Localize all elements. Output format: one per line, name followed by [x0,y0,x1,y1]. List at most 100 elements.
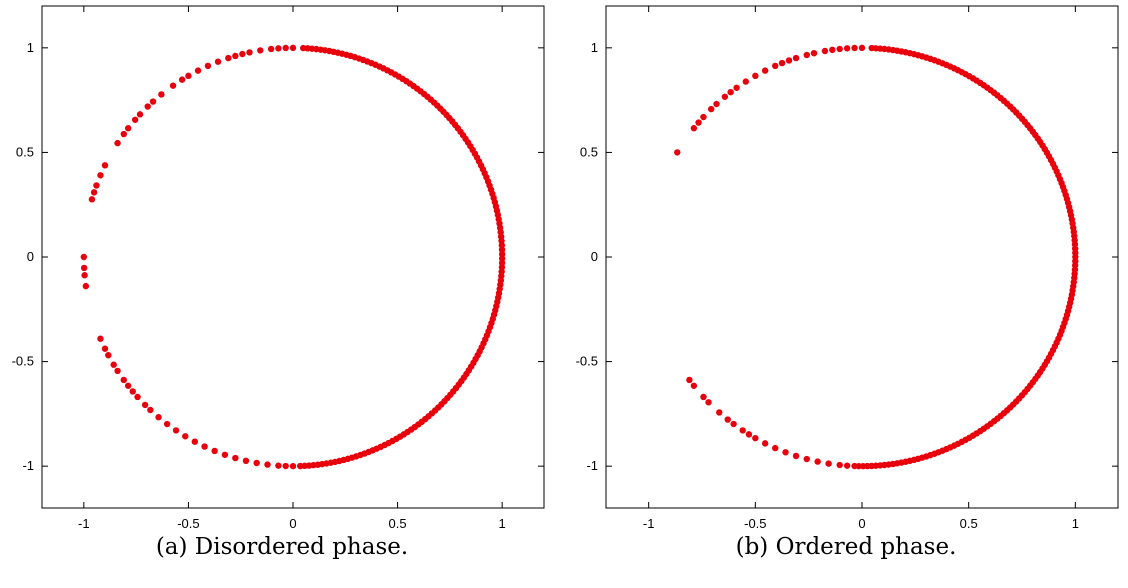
data-point [825,460,832,467]
subfigure-b: -1 -0.5 0 0.5 1 -1 -0.5 0 0.5 1 (b) Ordered phase… [564,0,1128,588]
data-point [829,46,836,54]
data-point [792,452,800,460]
y-tick-label: 0.5 [16,144,34,159]
data-point [275,45,282,52]
data-point [97,335,104,342]
y-tick-label: -0.5 [12,354,34,369]
data-point [182,433,189,440]
data-point [821,47,829,55]
subfigure-a: -1 -0.5 0 0.5 1 -1 -0.5 0 0.5 1 (a) Disordered ph… [12,5,545,560]
data-point [267,45,275,53]
data-point [221,451,229,458]
data-point [214,58,222,65]
data-point [141,401,149,409]
data-point [716,409,723,416]
x-tick-label: 0 [858,516,865,530]
data-point [700,113,707,121]
data-point [114,139,121,147]
data-point [242,457,250,465]
data-point [144,103,151,110]
data-point [239,50,246,58]
y-tick-label: -0.5 [576,354,598,369]
y-tick-label: -1 [586,458,598,473]
data-point [700,393,707,401]
data-point [275,462,282,469]
data-point [158,91,165,98]
data-point [136,111,144,118]
data-point [81,272,88,279]
data-point [761,440,769,447]
data-point [124,125,132,132]
data-point [169,82,177,89]
data-point [282,462,289,470]
data-point [120,376,127,384]
data-point [185,72,192,80]
data-point [674,149,681,156]
data-point [201,443,208,450]
data-point [721,93,729,100]
data-point [733,84,740,91]
data-point [843,462,851,469]
data-point [772,62,779,70]
data-point [785,57,793,64]
data-point [289,44,297,52]
data-point [810,49,818,57]
data-point [105,351,112,359]
data-point [690,382,698,389]
data-point [858,44,866,52]
data-point [761,67,769,74]
data-point [836,461,843,469]
data-point [191,438,199,445]
scatter-plot-b: -1 -0.5 0 0.5 1 -1 -0.5 0 0.5 1 [576,5,1119,530]
data-point [690,125,698,132]
data-point [264,461,271,468]
data-point [739,427,746,434]
data-point [147,406,154,414]
x-tick-label: -0.5 [744,516,766,530]
y-tick-label: -1 [22,458,34,473]
data-point [742,78,750,85]
data-point [289,462,297,470]
data-point [82,282,90,290]
data-point [90,189,98,196]
data-point [163,420,171,428]
x-tick-label: -1 [78,516,90,530]
data-point [792,54,800,62]
data-point [814,458,821,465]
data-point [194,67,202,74]
data-point [80,264,88,272]
data-point [93,182,100,189]
data-point [155,414,162,421]
data-point [727,88,734,96]
x-tick-label: 0 [289,516,296,530]
data-point [172,427,180,434]
data-point [752,72,759,80]
data-point [110,361,117,368]
data-point [97,172,104,179]
data-point [178,76,186,83]
plot-frame [41,5,545,509]
data-point [713,100,720,108]
data-point [282,44,289,52]
data-point [232,52,239,60]
y-tick-label: 0 [27,249,34,264]
y-tick-label: 1 [27,40,34,55]
y-tick-label: 1 [591,40,598,55]
data-point [88,196,96,203]
data-point [803,455,810,463]
data-point [232,454,239,462]
data-point [695,119,702,126]
data-point [778,59,786,67]
data-point [149,98,157,105]
data-point [745,431,753,438]
data-point [101,162,109,169]
x-tick-label: 0.5 [389,516,407,530]
data-point [836,45,843,53]
data-point [707,105,715,113]
caption-b: (b) Ordered phase. [735,534,957,560]
data-point [124,382,132,389]
data-point [101,345,109,352]
data-point [730,420,737,428]
data-point [868,44,875,52]
data-point [782,449,789,456]
